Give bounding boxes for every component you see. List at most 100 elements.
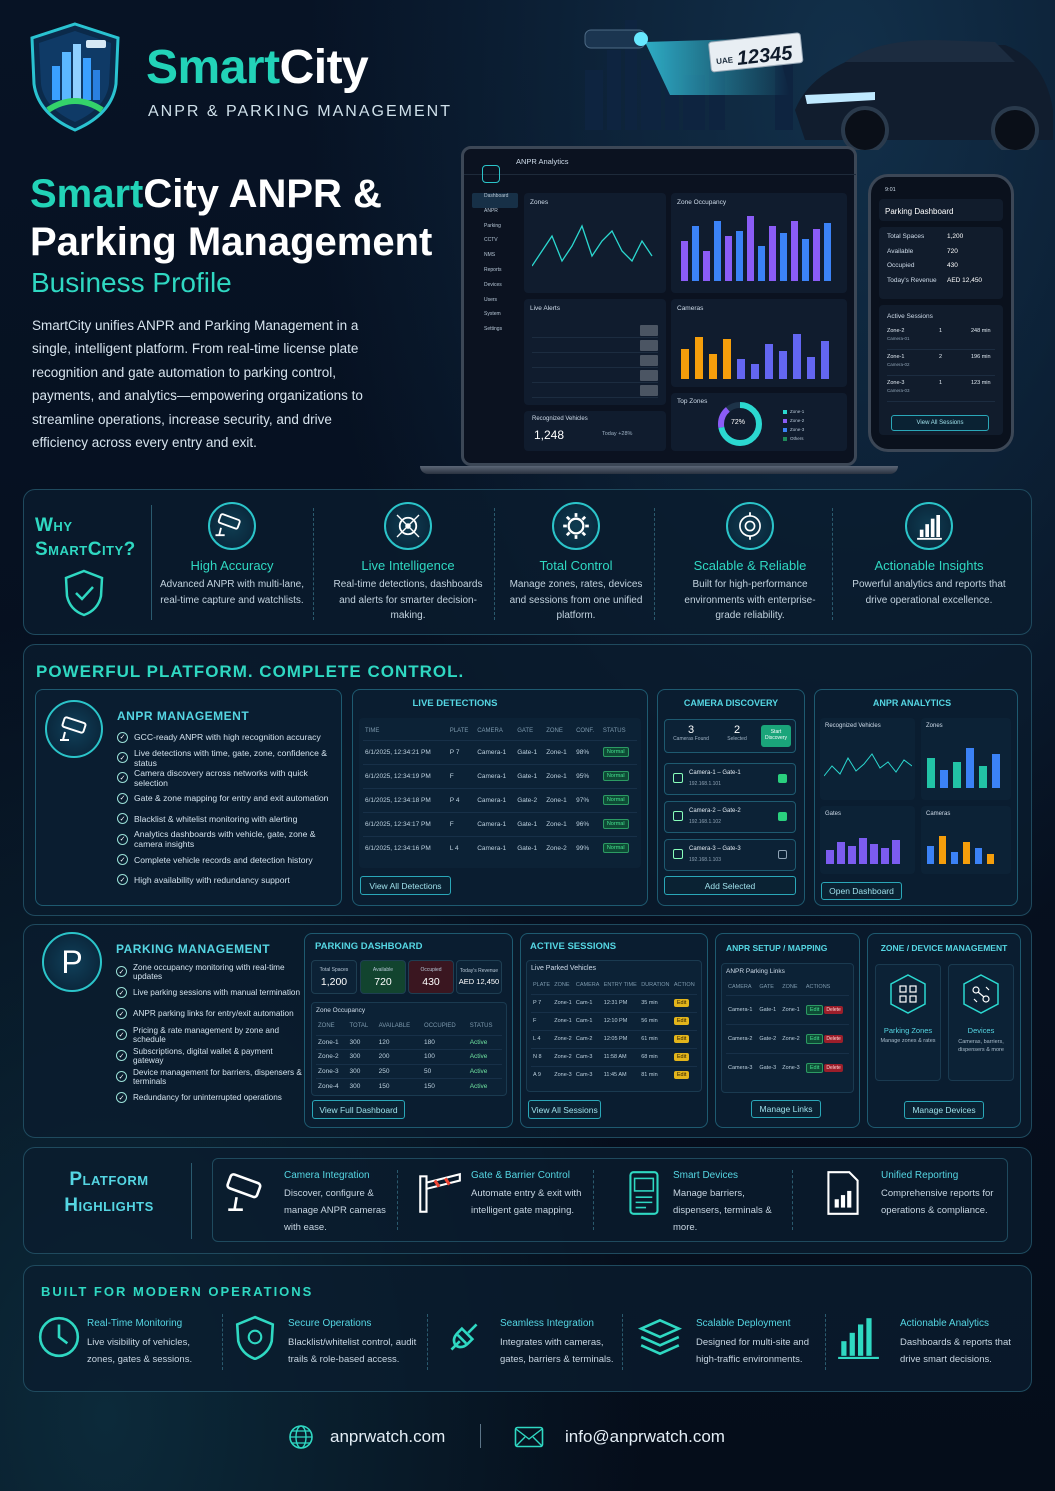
devices-tile[interactable]: Devices Cameras, barriers, dispensers & … — [948, 964, 1014, 1081]
phone-view-sessions-button[interactable]: View All Sessions — [891, 415, 989, 431]
status-badge: Normal — [602, 795, 629, 805]
table-row[interactable]: F Zone-1 Cam-1 12:10 PM 56 min Edit — [531, 1012, 697, 1030]
table-header: OCCUPIED — [424, 1022, 456, 1029]
email-link[interactable]: info@anprwatch.com — [565, 1427, 725, 1446]
feature-list-item: ✓ Subscriptions, digital wallet & payment… — [116, 1045, 302, 1066]
table-row[interactable]: Zone-2 300 200 100 Active — [316, 1049, 502, 1065]
add-selected-button[interactable]: Add Selected — [664, 876, 796, 895]
select-checkbox[interactable] — [778, 850, 787, 859]
laptop-alert-row[interactable] — [532, 383, 658, 398]
view-all-sessions-button[interactable]: View All Sessions — [528, 1100, 601, 1119]
delete-button[interactable]: Delete — [824, 1005, 843, 1014]
laptop-nav-item[interactable]: Parking — [484, 222, 501, 229]
manage-devices-button[interactable]: Manage Devices — [904, 1101, 984, 1119]
modern-item-icon — [637, 1314, 683, 1365]
discovered-camera-row[interactable]: Camera-3 – Gate-3 192.168.1.103 — [664, 839, 796, 871]
parking-zones-tile[interactable]: Parking Zones Manage zones & rates — [875, 964, 941, 1081]
anpr-feature-list: ✓ GCC-ready ANPR with high recognition ac… — [117, 727, 339, 890]
laptop-nav-item[interactable]: Settings — [484, 326, 503, 333]
table-row[interactable]: 6/1/2025, 12:34:21 PM P 7 Camera-1 Gate-1 Zo… — [363, 740, 637, 764]
laptop-occupancy-bar — [791, 221, 798, 281]
laptop-screen: ANPR Analytics Dashboard ANPR Parking CCTV N… — [461, 146, 857, 466]
discovered-camera-row[interactable]: Camera-1 – Gate-1 192.168.1.101 — [664, 763, 796, 795]
edit-button[interactable]: Edit — [673, 1053, 690, 1061]
laptop-nav-item[interactable]: Dashboard — [472, 193, 518, 208]
laptop-nav-item[interactable]: NMS — [484, 252, 496, 259]
phone-session-row[interactable]: Zone-1 Camera-02 2 196 min — [887, 350, 995, 376]
laptop-alert-row[interactable] — [532, 368, 658, 383]
laptop-camera-bar — [793, 334, 801, 379]
laptop-nav-item[interactable]: Reports — [484, 266, 502, 273]
table-row[interactable]: N 8 Zone-2 Cam-3 11:58 AM 68 min Edit — [531, 1048, 697, 1066]
edit-button[interactable]: Edit — [805, 1004, 824, 1015]
laptop-alert-row[interactable] — [532, 323, 658, 338]
edit-button[interactable]: Edit — [805, 1033, 824, 1044]
phone-stat-row: Total Spaces 1,200 — [887, 233, 964, 240]
table-row[interactable]: 6/1/2025, 12:34:17 PM F Camera-1 Gate-1 Zone… — [363, 812, 637, 836]
table-row[interactable]: A 9 Zone-3 Cam-3 11:45 AM 81 min Edit — [531, 1066, 697, 1084]
laptop-nav-item[interactable]: Devices — [484, 281, 502, 288]
laptop-topzones-card: Top Zones 72% Zone-1 Zone-2 Zone-3 Others — [671, 393, 847, 451]
select-checkbox[interactable] — [778, 774, 787, 783]
table-row[interactable]: L 4 Zone-2 Cam-2 12:05 PM 61 min Edit — [531, 1030, 697, 1048]
table-row[interactable]: Zone-1 300 120 180 Active — [316, 1035, 502, 1050]
feature-list-item: ✓ Live parking sessions with manual termi… — [116, 982, 302, 1003]
table-row[interactable]: 6/1/2025, 12:34:19 PM F Camera-1 Gate-1 Zone… — [363, 764, 637, 788]
table-row[interactable]: Camera-1 Gate-1 Zone-1 Edit Delete — [726, 995, 849, 1024]
laptop-camera-bar — [751, 364, 759, 379]
laptop-nav-item[interactable]: System — [484, 311, 501, 318]
table-row[interactable]: Zone-4 300 150 150 Active — [316, 1078, 502, 1094]
parking-management-title: PARKING MANAGEMENT — [116, 942, 271, 956]
discovered-camera-row[interactable]: Camera-2 – Gate-2 192.168.1.102 — [664, 801, 796, 833]
table-row[interactable]: Zone-3 300 250 50 Active — [316, 1064, 502, 1079]
modern-divider — [427, 1314, 428, 1370]
table-header: PLATE — [533, 981, 551, 988]
check-icon: ✓ — [117, 854, 128, 866]
check-icon: ✓ — [116, 1008, 127, 1019]
table-header: ACTION — [673, 981, 695, 988]
table-header: TOTAL — [349, 1022, 369, 1029]
table-row[interactable]: 6/1/2025, 12:34:16 PM L 4 Camera-1 Gate-1 Zo… — [363, 836, 637, 860]
analytics-zone-bar — [953, 762, 961, 788]
table-row[interactable]: Camera-2 Gate-2 Zone-2 Edit Delete — [726, 1024, 849, 1053]
phone-title: Parking Dashboard — [879, 199, 1003, 221]
table-row[interactable]: P 7 Zone-1 Cam-1 12:31 PM 35 min Edit — [531, 994, 697, 1012]
manage-links-button[interactable]: Manage Links — [751, 1100, 821, 1118]
open-dashboard-button[interactable]: Open Dashboard — [821, 882, 902, 900]
edit-button[interactable]: Edit — [673, 1017, 690, 1025]
laptop-nav-item[interactable]: CCTV — [484, 237, 498, 244]
delete-button[interactable]: Delete — [824, 1063, 843, 1072]
anpr-management-title: ANPR MANAGEMENT — [117, 709, 250, 723]
highlight-desc: Comprehensive reports for operations & c… — [881, 1188, 994, 1216]
edit-button[interactable]: Edit — [673, 1035, 690, 1043]
table-row[interactable]: 6/1/2025, 12:34:18 PM P 4 Camera-1 Gate-2 Zo… — [363, 788, 637, 812]
laptop-nav-item[interactable]: ANPR — [484, 207, 498, 214]
laptop-nav-item[interactable]: Users — [484, 296, 498, 303]
phone-session-row[interactable]: Zone-2 Camera-01 1 248 min — [887, 324, 995, 350]
analytics-recognized-panel: Recognized Vehicles — [820, 718, 915, 800]
table-header: ZONE — [318, 1022, 335, 1029]
table-row[interactable]: Camera-3 Gate-3 Zone-3 Edit Delete — [726, 1053, 849, 1082]
table-header: GATE — [759, 983, 774, 990]
view-full-dashboard-button[interactable]: View Full Dashboard — [312, 1100, 405, 1119]
delete-button[interactable]: Delete — [824, 1034, 843, 1043]
view-all-detections-button[interactable]: View All Detections — [360, 876, 451, 895]
start-discovery-button[interactable]: Start Discovery — [761, 725, 791, 747]
active-sessions-title: ACTIVE SESSIONS — [530, 941, 617, 952]
why-item-desc: Built for high-performance environments … — [684, 579, 816, 621]
phone-session-row[interactable]: Zone-3 Camera-03 1 123 min — [887, 376, 995, 402]
why-item-title: Live Intelligence — [361, 558, 455, 573]
edit-button[interactable]: Edit — [673, 1071, 690, 1080]
laptop-camera-bar — [723, 339, 731, 379]
laptop-alert-row[interactable] — [532, 338, 658, 353]
laptop-alert-row[interactable] — [532, 353, 658, 368]
select-checkbox[interactable] — [778, 812, 787, 821]
globe-icon — [289, 1425, 313, 1449]
modern-title: BUILT FOR MODERN OPERATIONS — [41, 1284, 314, 1299]
website-link[interactable]: anprwatch.com — [330, 1427, 446, 1446]
highlights-title: Platform Highlights — [64, 1169, 154, 1216]
modern-item-desc: Designed for multi-site and high-traffic… — [696, 1337, 809, 1365]
edit-button[interactable]: Edit — [673, 999, 690, 1007]
laptop-zones-card: Zones — [524, 193, 666, 293]
edit-button[interactable]: Edit — [805, 1062, 824, 1073]
